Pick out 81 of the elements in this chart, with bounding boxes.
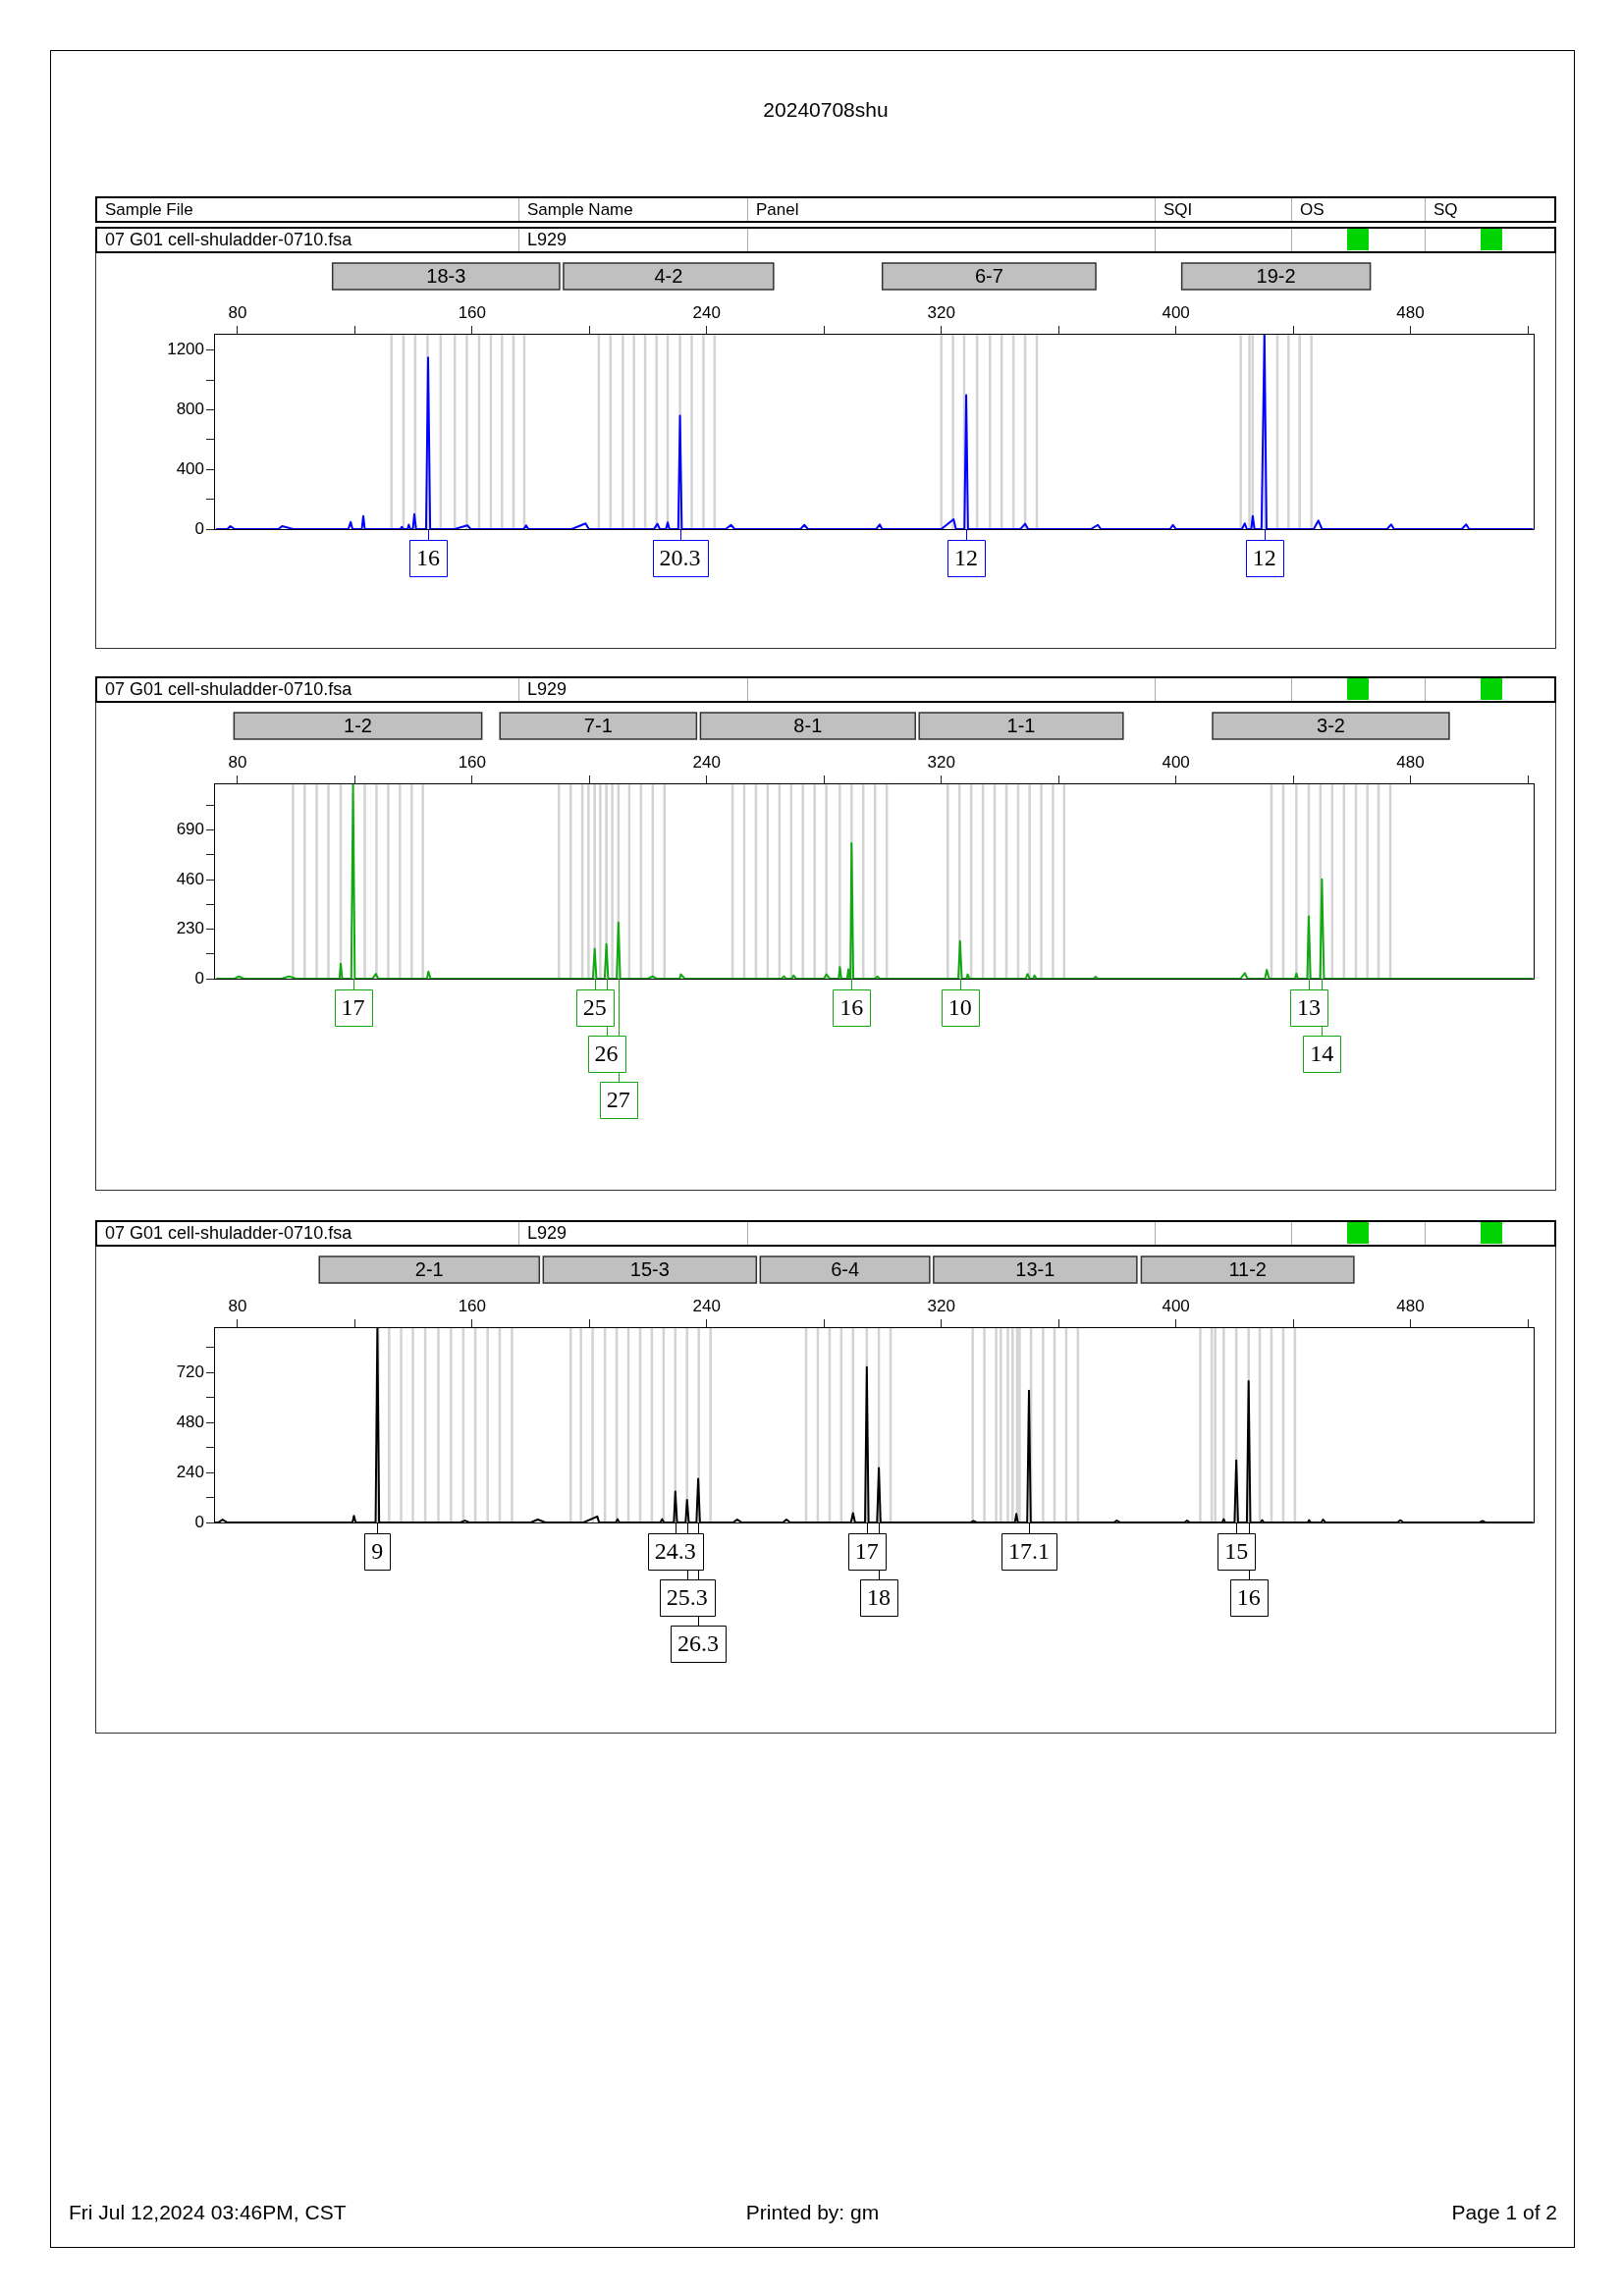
annotation: 26.3 [677,1629,720,1656]
text: 15-3 [629,1257,670,1280]
y-tick-label: 400 [176,458,204,478]
annotation: 9 [371,1537,384,1564]
y-tick-label: 460 [176,869,204,888]
x-tick-label: 320 [927,753,955,773]
annotation: 25.3 [666,1583,708,1610]
text: 8-1 [793,714,823,736]
y-tick-label: 480 [176,1412,204,1431]
x-tick-label: 240 [692,753,721,773]
annotation: 14 [1310,1040,1334,1066]
text: 20240708shu [762,97,890,123]
x-tick-label: 80 [228,303,247,323]
y-tick-label: 1200 [167,340,204,359]
text: 1-1 [1006,714,1036,736]
annotation: 16 [416,544,441,570]
y-tick-label: 230 [176,919,204,938]
x-tick-label: 80 [228,753,247,773]
y-tick-label: 720 [176,1362,204,1382]
annotation: 17 [341,993,365,1020]
x-tick-label: 400 [1162,753,1190,773]
text: OS [1300,199,1325,221]
x-tick-label: 480 [1396,753,1425,773]
text: 7-1 [583,714,613,736]
x-tick-label: 480 [1396,1297,1425,1316]
annotation: 17 [854,1537,879,1564]
text: 6-7 [974,264,1003,287]
annotation: 18 [867,1583,892,1610]
annotation: 13 [1296,993,1321,1020]
annotation: 10 [947,993,972,1020]
annotation: 24.3 [654,1537,696,1564]
text: Fri Jul 12,2024 03:46PM, CST [69,2200,347,2225]
annotation: 12 [954,544,979,570]
annotation: 16 [1236,1583,1261,1610]
text: L929 [527,1222,568,1245]
x-tick-label: 320 [927,303,955,323]
text: Sample File [105,199,193,221]
text: 13-1 [1015,1257,1055,1280]
annotation: 20.3 [659,544,701,570]
text: 07 G01 cell-shuladder-0710.fsa [105,229,352,251]
text: 4-2 [654,264,683,287]
text: L929 [527,229,568,251]
x-tick-label: 80 [228,1297,247,1316]
x-tick-label: 400 [1162,303,1190,323]
annotation: 15 [1224,1537,1249,1564]
x-tick-label: 240 [692,1297,721,1316]
annotation: 12 [1252,544,1276,570]
x-tick-label: 240 [692,303,721,323]
y-tick-label: 0 [194,968,204,988]
x-tick-label: 480 [1396,303,1425,323]
text: 3-2 [1317,714,1345,736]
y-tick-label: 690 [176,820,204,839]
x-tick-label: 400 [1162,1297,1190,1316]
y-tick-label: 240 [176,1462,204,1481]
y-tick-label: 0 [194,1512,204,1531]
annotation: 16 [839,993,864,1020]
annotation: 27 [606,1086,630,1112]
y-tick-label: 0 [194,518,204,538]
x-tick-label: 160 [458,1297,487,1316]
text: L929 [527,678,568,701]
text: 6-4 [831,1257,860,1280]
x-tick-label: 160 [458,303,487,323]
text: 18-3 [426,264,466,287]
x-tick-label: 320 [927,1297,955,1316]
text: 07 G01 cell-shuladder-0710.fsa [105,1222,352,1245]
text: SQ [1434,199,1458,221]
x-tick-label: 160 [458,753,487,773]
text: Page 1 of 2 [1451,2200,1557,2225]
text: SQI [1163,199,1193,221]
text: Printed by: gm [745,2201,880,2223]
annotation: 17.1 [1007,1537,1050,1564]
annotation: 25 [582,993,607,1020]
annotation: 26 [594,1040,619,1066]
y-tick-label: 800 [176,400,204,419]
text: Panel [756,199,799,221]
text: 11-2 [1228,1257,1267,1280]
text: 2-1 [414,1257,444,1280]
text: 19-2 [1256,264,1296,287]
text: Sample Name [527,199,633,221]
text: 07 G01 cell-shuladder-0710.fsa [105,678,352,701]
text: 1-2 [344,714,372,736]
